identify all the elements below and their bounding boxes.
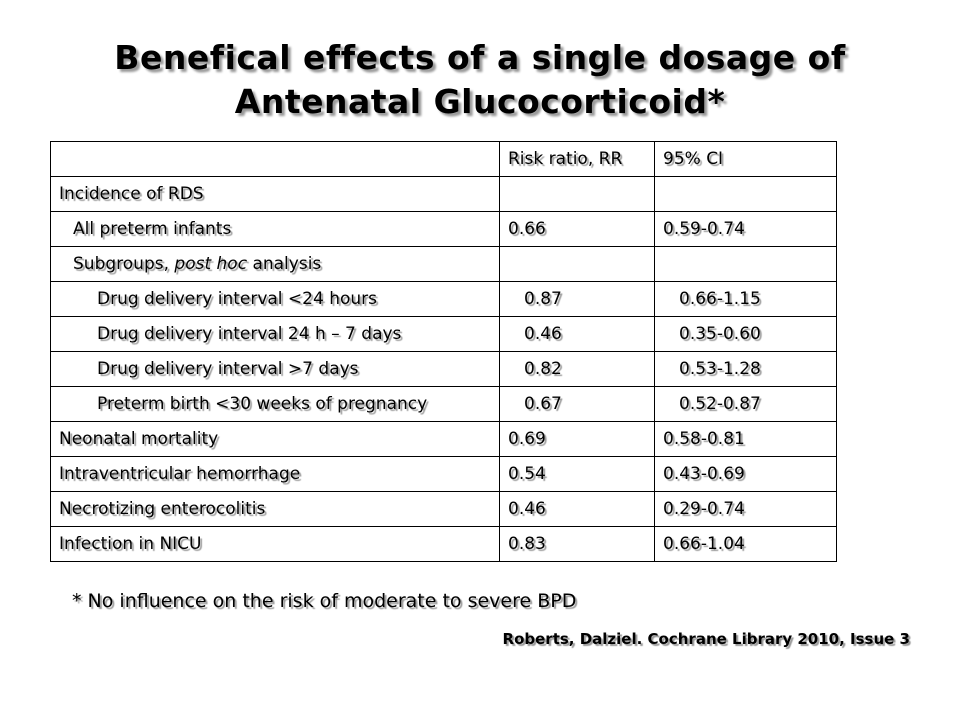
row-ci: 0.66-1.04 [654, 526, 837, 562]
row-ci [654, 246, 837, 282]
table-row: All preterm infants 0.66 0.59-0.74 [50, 211, 837, 247]
results-table: Risk ratio, RR 95% CI Incidence of RDS A… [50, 141, 837, 562]
table-row: Preterm birth <30 weeks of pregnancy 0.6… [50, 386, 837, 422]
row-ci: 0.58-0.81 [654, 421, 837, 457]
table-row: Intraventricular hemorrhage 0.54 0.43-0.… [50, 456, 837, 492]
row-label-prefix: Subgroups, [73, 254, 175, 274]
row-label: All preterm infants [50, 211, 500, 247]
row-rr: 0.46 [499, 491, 655, 527]
citation: Roberts, Dalziel. Cochrane Library 2010,… [502, 630, 910, 648]
row-rr [499, 176, 655, 212]
row-rr: 0.83 [499, 526, 655, 562]
row-rr: 0.46 [499, 316, 655, 352]
row-label: Subgroups, post hoc analysis [50, 246, 500, 282]
slide-title-line-1: Benefical effects of a single dosage of [114, 38, 846, 77]
row-label: Drug delivery interval >7 days [50, 351, 500, 387]
slide-title-line-2: Antenatal Glucocorticoid* [234, 82, 726, 121]
header-cell-ci: 95% CI [654, 141, 837, 177]
table-row: Necrotizing enterocolitis 0.46 0.29-0.74 [50, 491, 837, 527]
row-label-italic: post hoc [174, 254, 248, 274]
table-row: Subgroups, post hoc analysis [50, 246, 837, 282]
table-row: Infection in NICU 0.83 0.66-1.04 [50, 526, 837, 562]
row-ci: 0.43-0.69 [654, 456, 837, 492]
row-label: Preterm birth <30 weeks of pregnancy [50, 386, 500, 422]
row-rr [499, 246, 655, 282]
row-rr: 0.67 [499, 386, 655, 422]
row-ci: 0.59-0.74 [654, 211, 837, 247]
row-ci: 0.52-0.87 [654, 386, 837, 422]
row-label: Intraventricular hemorrhage [50, 456, 500, 492]
table-row: Neonatal mortality 0.69 0.58-0.81 [50, 421, 837, 457]
row-rr: 0.82 [499, 351, 655, 387]
row-rr: 0.87 [499, 281, 655, 317]
table-row: Drug delivery interval <24 hours 0.87 0.… [50, 281, 837, 317]
row-rr: 0.54 [499, 456, 655, 492]
table-header-row: Risk ratio, RR 95% CI [50, 141, 837, 177]
row-rr: 0.66 [499, 211, 655, 247]
table-row: Drug delivery interval 24 h – 7 days 0.4… [50, 316, 837, 352]
row-label-suffix: analysis [247, 254, 322, 274]
header-cell-outcome [50, 141, 500, 177]
table-row: Incidence of RDS [50, 176, 837, 212]
row-label: Neonatal mortality [50, 421, 500, 457]
row-rr: 0.69 [499, 421, 655, 457]
row-label: Infection in NICU [50, 526, 500, 562]
table-row: Drug delivery interval >7 days 0.82 0.53… [50, 351, 837, 387]
row-label: Drug delivery interval 24 h – 7 days [50, 316, 500, 352]
footnote: * No influence on the risk of moderate t… [72, 590, 577, 612]
row-ci: 0.35-0.60 [654, 316, 837, 352]
row-label: Incidence of RDS [50, 176, 500, 212]
row-label: Drug delivery interval <24 hours [50, 281, 500, 317]
row-ci [654, 176, 837, 212]
row-label: Necrotizing enterocolitis [50, 491, 500, 527]
slide-title: Benefical effects of a single dosage of … [0, 36, 960, 124]
row-ci: 0.53-1.28 [654, 351, 837, 387]
header-cell-risk-ratio: Risk ratio, RR [499, 141, 655, 177]
row-ci: 0.66-1.15 [654, 281, 837, 317]
row-ci: 0.29-0.74 [654, 491, 837, 527]
